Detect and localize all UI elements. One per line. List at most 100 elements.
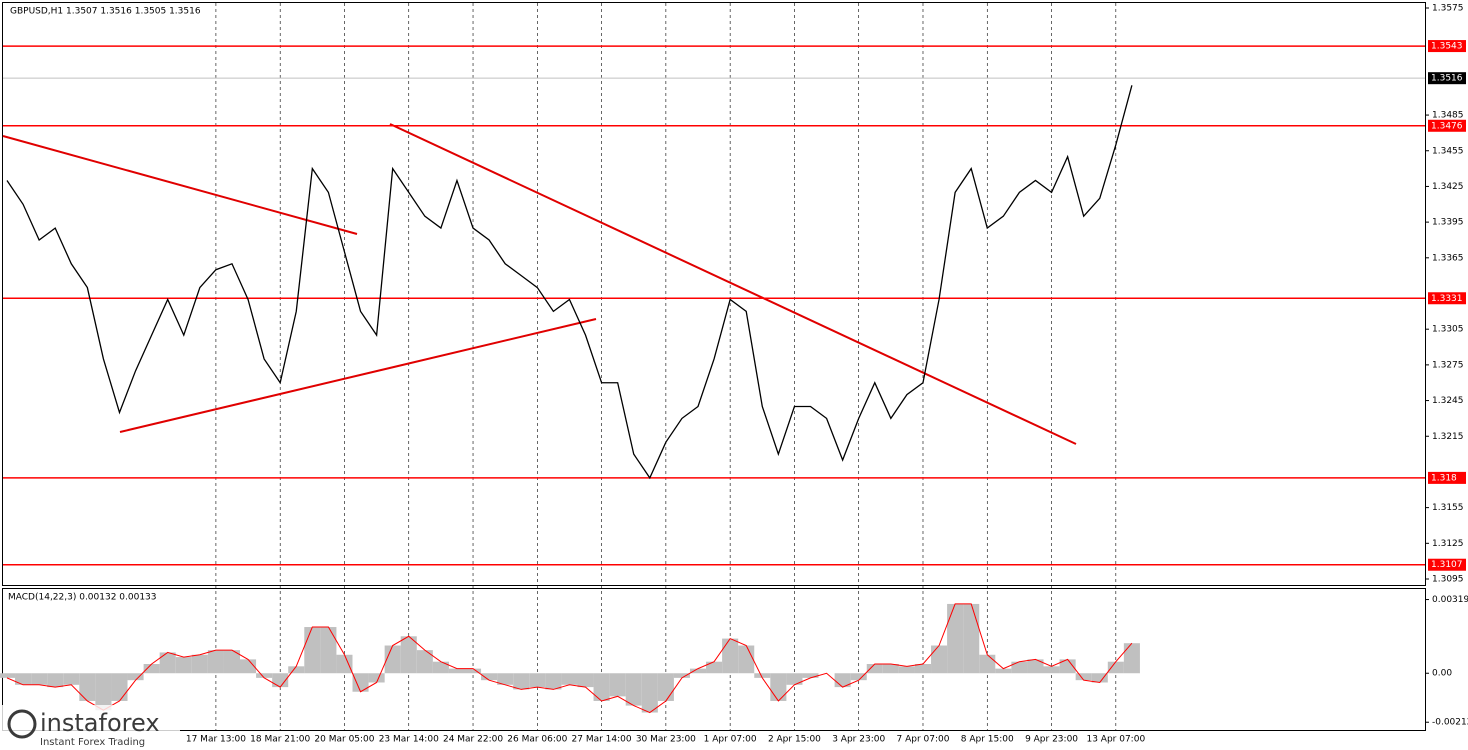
macd-bar — [786, 673, 803, 685]
x-tick-label: 13 Apr 07:00 — [1086, 735, 1145, 745]
grid — [215, 3, 1117, 730]
macd-bar — [368, 673, 385, 683]
macd-bar — [497, 673, 514, 685]
logo-icon — [7, 709, 37, 739]
x-tick-label: 9 Apr 23:00 — [1025, 735, 1078, 745]
macd-bar — [770, 673, 787, 701]
x-tick-label: 7 Apr 07:00 — [897, 735, 950, 745]
y-tick-label: 1.3245 — [1432, 396, 1464, 406]
x-tick-label: 8 Apr 15:00 — [961, 735, 1014, 745]
y-tick-label: 1.3275 — [1432, 360, 1464, 370]
macd-bar — [0, 673, 16, 678]
macd-bar — [432, 661, 449, 674]
level-label-bg — [1428, 292, 1466, 305]
macd-bar — [1011, 661, 1028, 674]
plot: 17 Mar 13:00 18 Mar 21:00 20 Mar 05:00 23 M… — [0, 4, 1468, 745]
x-tick-label: 24 Mar 22:00 — [443, 735, 503, 745]
current-price-label: 1.3516 — [1431, 74, 1463, 84]
macd-bar — [31, 673, 48, 685]
macd-bar — [400, 636, 417, 674]
level-label-bg — [1428, 558, 1466, 571]
macd-bar — [416, 650, 433, 674]
macd-bar — [577, 673, 594, 688]
macd-bar — [384, 645, 401, 674]
macd-bar — [931, 645, 948, 674]
macd-bar — [561, 673, 578, 685]
macd-bar — [111, 673, 128, 701]
x-tick-label: 26 Mar 06:00 — [507, 735, 567, 745]
macd-bar — [79, 673, 96, 701]
y-tick-label: 1.3155 — [1432, 503, 1464, 513]
logo-name: instaforex — [40, 709, 160, 737]
y-tick-label: 0.00 — [1432, 669, 1452, 679]
y-tick-label: 0.00319 — [1432, 595, 1468, 605]
macd-bar — [272, 673, 289, 688]
y-tick-label: 1.3305 — [1432, 325, 1464, 335]
macd-bar — [256, 673, 273, 678]
level-label: 1.318 — [1431, 473, 1457, 483]
macd-bar — [593, 673, 610, 701]
macd-bar — [722, 638, 739, 674]
macd-bar — [15, 673, 32, 685]
y-tick-label: 1.3455 — [1432, 146, 1464, 156]
macd-pane — [2, 588, 1426, 731]
macd-bar — [914, 664, 932, 674]
x-tick-label: 2 Apr 15:00 — [768, 735, 821, 745]
macd-bar — [802, 673, 819, 678]
macd-bar — [207, 650, 224, 674]
x-tick-label: 30 Mar 23:00 — [636, 735, 696, 745]
level-label-bg — [1428, 40, 1466, 53]
macd-bar — [882, 664, 899, 674]
y-tick-label: -0.00212 — [1432, 718, 1468, 728]
macd-bar — [304, 627, 321, 674]
macd-bar — [1059, 659, 1076, 674]
chart-title: GBPUSD,H1 1.3507 1.3516 1.3505 1.3516 — [10, 7, 201, 17]
macd-bar — [448, 668, 465, 674]
trend-line — [119, 318, 597, 433]
macd-bar — [625, 673, 642, 706]
macd-bar — [288, 666, 305, 674]
x-tick-label: 18 Mar 21:00 — [250, 735, 310, 745]
macd-bar — [866, 664, 883, 674]
trend-lines — [2, 123, 1077, 445]
y-tick-label: 1.3365 — [1432, 253, 1464, 263]
x-tick-label: 17 Mar 13:00 — [186, 735, 246, 745]
price-pane — [2, 2, 1426, 586]
macd-title: MACD(14,22,3) 0.00132 0.00133 — [8, 593, 157, 603]
logo: instaforex Instant Forex Trading — [0, 705, 180, 750]
macd-bar — [127, 673, 144, 681]
trend-line — [2, 135, 358, 235]
macd-bar — [95, 673, 112, 711]
macd-bar — [320, 627, 337, 674]
y-tick-label: 1.3395 — [1432, 218, 1464, 228]
macd-bar — [63, 673, 80, 685]
y-tick-label: 1.3425 — [1432, 182, 1464, 192]
macd-bar — [1091, 673, 1108, 683]
macd-bar — [529, 673, 546, 688]
macd-bar — [545, 673, 562, 690]
macd-bar — [513, 673, 530, 690]
y-tick-label: 1.3215 — [1432, 432, 1464, 442]
macd-bar — [657, 673, 674, 701]
macd-bar — [850, 673, 867, 681]
macd-bar — [754, 673, 771, 678]
level-label-bg — [1428, 119, 1466, 132]
macd-bar — [143, 664, 160, 674]
macd-bar — [673, 673, 690, 678]
macd-bar — [963, 603, 980, 674]
level-label-bg — [1428, 471, 1466, 484]
macd-bar — [689, 668, 707, 674]
macd-bar — [481, 673, 498, 681]
logo-tagline: Instant Forex Trading — [40, 737, 145, 748]
price-line — [6, 85, 1133, 480]
macd-bar — [706, 661, 723, 674]
macd-bar — [995, 668, 1012, 674]
macd-bar — [979, 654, 996, 674]
y-tick-label: 1.3095 — [1432, 575, 1464, 585]
x-tick-label: 20 Mar 05:00 — [314, 735, 374, 745]
macd-bar — [898, 666, 915, 674]
macd-bar — [609, 673, 626, 697]
macd-bar — [223, 650, 241, 674]
